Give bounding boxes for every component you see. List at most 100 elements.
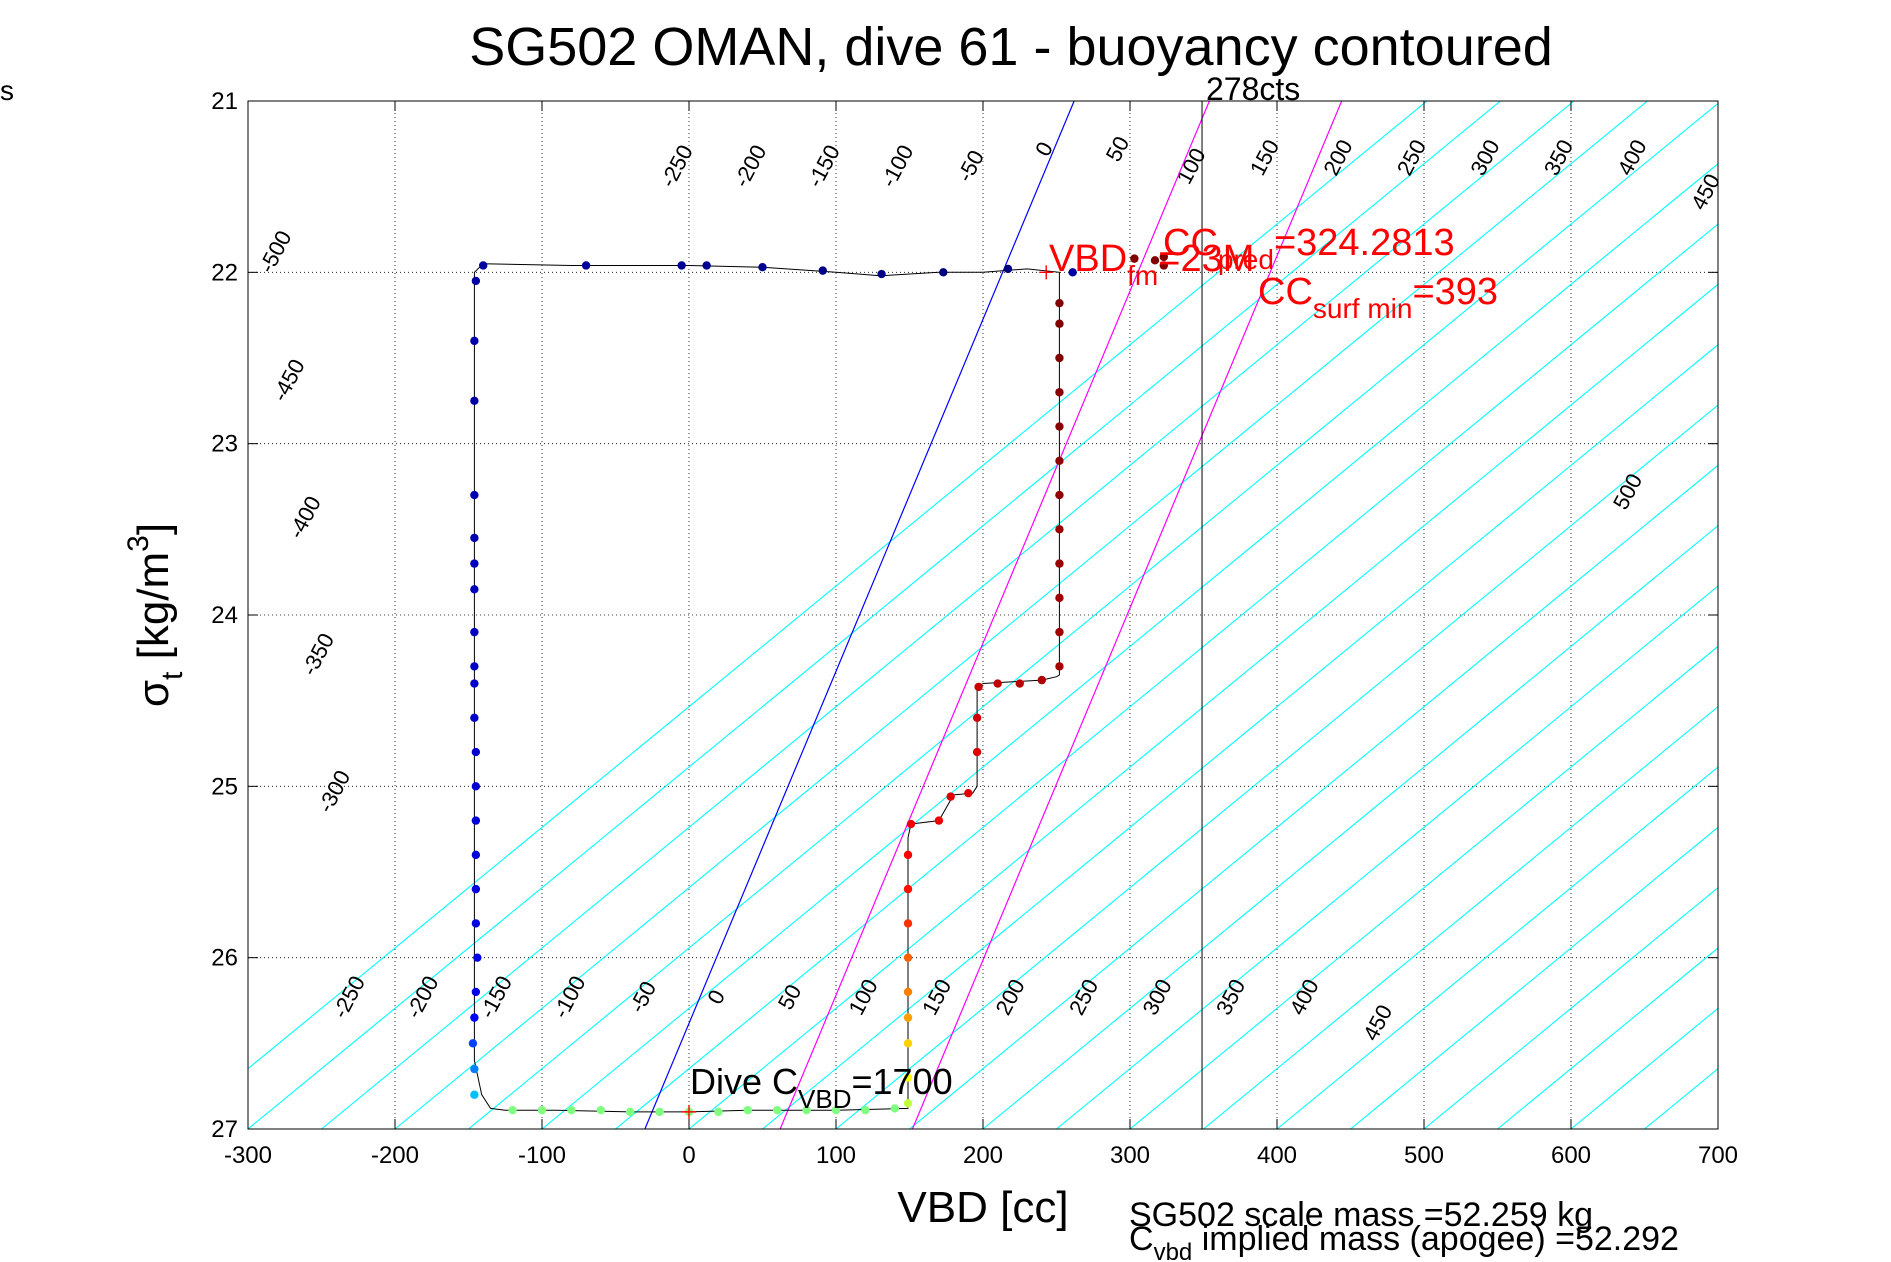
dive-data-point [470, 713, 479, 722]
dive-data-point [903, 987, 913, 997]
contour-line [1276, 766, 1718, 1129]
dive-data-point [677, 261, 686, 270]
dive-data-point [934, 816, 944, 825]
dive-data-point [993, 679, 1002, 688]
dive-data-point [470, 627, 479, 637]
dive-data-point [831, 1105, 841, 1115]
dive-data-point [470, 559, 479, 568]
contour-line [394, 101, 1648, 1129]
contour-line [762, 344, 1718, 1129]
dive-data-point [470, 490, 479, 500]
y-axis-label: σt [kg/m3] [122, 523, 189, 707]
dive-data-point [1055, 353, 1064, 363]
dive-data-point [471, 987, 481, 997]
x-tick-label: 500 [1404, 1142, 1444, 1169]
dive-data-point [626, 1107, 635, 1117]
dive-data-point [1055, 422, 1064, 431]
dive-cvbd-annotation: Dive CVBD=1700 [690, 1061, 953, 1114]
dive-points [468, 252, 1169, 1119]
axis-ticks: -300 -200 -100 0 100 200 300 400 500 600 700 21 22 23… [211, 88, 1738, 1169]
reference-lines [644, 101, 1343, 1129]
dive-data-point [470, 1064, 479, 1074]
contour-line [1129, 645, 1718, 1129]
dive-data-point [470, 396, 479, 406]
dive-data-point [471, 919, 481, 928]
dive-path [473, 263, 1060, 1113]
dive-data-point [470, 662, 479, 671]
contour-line [1717, 1128, 1718, 1129]
contour-line [1350, 826, 1718, 1129]
dive-data-point [702, 261, 711, 270]
chart-title: SG502 OMAN, dive 61 - buoyancy contoured [469, 17, 1553, 77]
x-tick-label: -200 [371, 1142, 419, 1169]
dive-data-point [1037, 675, 1047, 685]
dive-data-point [818, 266, 827, 275]
x-tick-label: 0 [682, 1142, 695, 1169]
dive-data-point [508, 1105, 517, 1115]
dive-data-point [581, 261, 591, 270]
x-tick-label: -100 [518, 1142, 566, 1169]
dive-data-point [802, 1105, 811, 1115]
dive-data-point [972, 713, 982, 722]
contour-line [1423, 886, 1718, 1129]
dive-data-point [471, 747, 481, 757]
dive-data-point [903, 1039, 913, 1048]
dive-data-point [470, 679, 479, 688]
dive-data-point [773, 1105, 782, 1115]
dive-data-point [1055, 456, 1064, 465]
dive-data-point [903, 1099, 913, 1108]
dive-data-point [743, 1105, 752, 1115]
y-tick-label: 21 [211, 88, 238, 115]
dive-data-point [567, 1105, 576, 1115]
x-tick-label: 200 [963, 1142, 1003, 1169]
dive-data-point [470, 1090, 479, 1099]
dive-data-point [655, 1107, 664, 1117]
contour-line [321, 101, 1575, 1129]
contour-line [1865, 101, 1891, 1129]
dive-data-point [1159, 252, 1169, 262]
y-tick-label: 27 [211, 1116, 238, 1143]
dive-data-point [1003, 264, 1013, 274]
contour-line [1497, 947, 1718, 1129]
x-tick-label: 400 [1257, 1142, 1297, 1169]
x-tick-label: 100 [816, 1142, 856, 1169]
dive-data-point [470, 1013, 479, 1022]
dive-data-point [1055, 298, 1064, 308]
dive-data-point [903, 1073, 913, 1082]
contour-line [615, 223, 1718, 1129]
contour-line [248, 101, 1501, 1129]
magenta-reference-line [779, 101, 1210, 1129]
x-tick-label: 300 [1110, 1142, 1150, 1169]
dive-trajectory-line [473, 263, 1060, 1113]
grid [248, 101, 1718, 1129]
implied-mass-annotation: Cvbd implied mass (apogee) =52.292 [1129, 1220, 1679, 1262]
contour-line [835, 404, 1718, 1129]
dive-data-point [470, 533, 479, 543]
y-tick-label: 26 [211, 945, 238, 972]
dive-data-point [1055, 525, 1064, 534]
dive-data-point [470, 336, 479, 346]
dive-data-point [1055, 490, 1064, 500]
y-tick-label: 24 [211, 602, 238, 629]
red-plus-marker [1039, 265, 1054, 280]
dive-data-point [1055, 319, 1064, 328]
dive-data-point [903, 884, 913, 894]
dive-data-point [471, 782, 481, 791]
dive-data-point [1055, 662, 1064, 671]
dive-data-point [1130, 254, 1139, 263]
dive-data-point [1150, 256, 1160, 265]
dive-data-point [471, 816, 481, 825]
contour-line [982, 525, 1718, 1129]
dive-data-point [946, 792, 955, 801]
cc-pred-annotation: CCpred=324.2813 [1163, 222, 1455, 275]
dive-data-point [964, 788, 973, 798]
neutral-buoyancy-line [644, 101, 1075, 1129]
contour-line [1203, 705, 1718, 1129]
dive-data-point [877, 269, 886, 279]
dive-data-point [1055, 593, 1064, 603]
dive-data-point [714, 1107, 723, 1117]
dive-data-point [1055, 388, 1064, 397]
dive-data-point [903, 850, 913, 860]
vbd-min-annotation: VBDfm=23M [1049, 238, 1254, 291]
dive-data-point [758, 262, 767, 272]
